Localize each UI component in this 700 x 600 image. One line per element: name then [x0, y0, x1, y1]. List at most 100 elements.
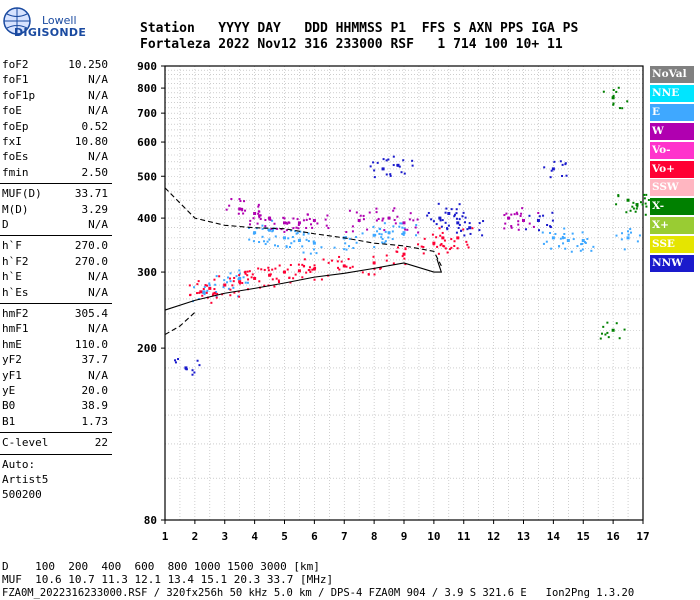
echo-point: [532, 225, 535, 228]
echo-point: [478, 222, 481, 225]
echo-point: [462, 228, 465, 231]
echo-point: [380, 266, 383, 269]
echo-point: [305, 226, 308, 229]
echo-point: [237, 295, 240, 298]
echo-point: [467, 246, 470, 249]
echo-point: [528, 222, 531, 225]
echo-point: [455, 217, 458, 220]
echo-point: [471, 227, 474, 230]
echo-point: [536, 218, 540, 222]
echo-point: [387, 236, 390, 239]
echo-point: [301, 276, 304, 279]
echo-point: [437, 252, 440, 255]
echo-point: [417, 231, 420, 234]
echo-point: [394, 222, 397, 225]
echo-point: [283, 221, 286, 225]
echo-point: [376, 230, 379, 233]
echo-point: [263, 268, 266, 271]
echo-point: [387, 158, 390, 161]
echo-point: [206, 289, 209, 292]
param-key: M(D): [2, 202, 29, 216]
echo-point: [449, 248, 452, 251]
echo-point: [432, 220, 435, 223]
echo-point: [439, 244, 442, 247]
param-value: N/A: [88, 285, 108, 299]
echo-point: [253, 231, 256, 234]
echo-point: [208, 286, 212, 290]
echo-point: [295, 232, 298, 235]
echo-point: [391, 230, 394, 233]
echo-point: [381, 167, 385, 171]
echo-point: [301, 245, 304, 248]
echo-point: [444, 221, 447, 224]
echo-point: [229, 280, 232, 283]
y-tick-label: 80: [144, 514, 157, 527]
echo-point: [445, 207, 448, 210]
param-key: fmin: [2, 165, 29, 179]
echo-point: [503, 227, 506, 230]
legend-item-ssw: SSW: [650, 179, 694, 197]
param-value: N/A: [88, 73, 108, 87]
echo-point: [348, 237, 351, 240]
echo-point: [264, 243, 267, 246]
echo-point: [295, 226, 298, 229]
echo-point: [612, 103, 615, 106]
echo-point: [205, 291, 208, 294]
x-tick-label: 7: [341, 530, 348, 543]
echo-point: [241, 209, 244, 212]
param-row-clevel: C-level 22: [2, 436, 108, 452]
echo-point: [288, 221, 291, 224]
echo-point: [559, 160, 562, 163]
echo-point: [230, 198, 233, 201]
param-value: N/A: [88, 270, 108, 284]
x-tick-label: 6: [311, 530, 318, 543]
echo-point: [453, 213, 456, 216]
echo-point: [517, 223, 520, 226]
echo-point: [228, 204, 231, 207]
logo-line1: Lowell: [42, 14, 77, 27]
echo-point: [468, 222, 471, 225]
echo-point: [302, 219, 305, 222]
echo-point: [345, 236, 348, 239]
echo-point: [258, 216, 261, 219]
echo-point: [306, 213, 309, 216]
echo-point: [563, 227, 566, 230]
echo-point: [411, 164, 414, 167]
echo-point: [303, 264, 306, 267]
echo-point: [612, 94, 615, 97]
echo-point: [621, 232, 624, 235]
echo-point: [226, 281, 229, 284]
param-key: yF2: [2, 353, 22, 367]
echo-point: [612, 89, 615, 92]
echo-point: [383, 241, 386, 244]
echo-point: [384, 230, 387, 233]
echo-point: [402, 233, 405, 236]
echo-point: [263, 284, 266, 287]
param-row-h`Es: h`Es N/A: [2, 286, 108, 302]
echo-point: [308, 266, 311, 269]
echo-point: [400, 222, 403, 225]
param-row-hmE: hmE 110.0: [2, 338, 108, 354]
echo-point: [271, 268, 274, 271]
echo-point: [345, 230, 348, 233]
echo-point: [564, 247, 567, 250]
echo-point: [415, 234, 418, 237]
echo-point: [602, 325, 605, 328]
echo-point: [417, 243, 420, 246]
echo-point: [233, 276, 236, 279]
echo-point: [264, 219, 267, 222]
echo-point: [404, 263, 407, 266]
echo-point: [268, 228, 272, 232]
echo-point: [549, 231, 552, 234]
legend-item-e: E: [650, 103, 694, 121]
y-tick-label: 300: [137, 266, 157, 279]
param-value: 10.250: [68, 58, 108, 71]
echo-point: [606, 331, 609, 334]
echo-point: [461, 215, 464, 218]
echo-point: [420, 245, 423, 248]
separator: [0, 235, 112, 237]
echo-point: [381, 238, 384, 241]
echo-point: [204, 284, 207, 287]
echo-point: [615, 234, 618, 237]
echo-point: [336, 260, 339, 263]
